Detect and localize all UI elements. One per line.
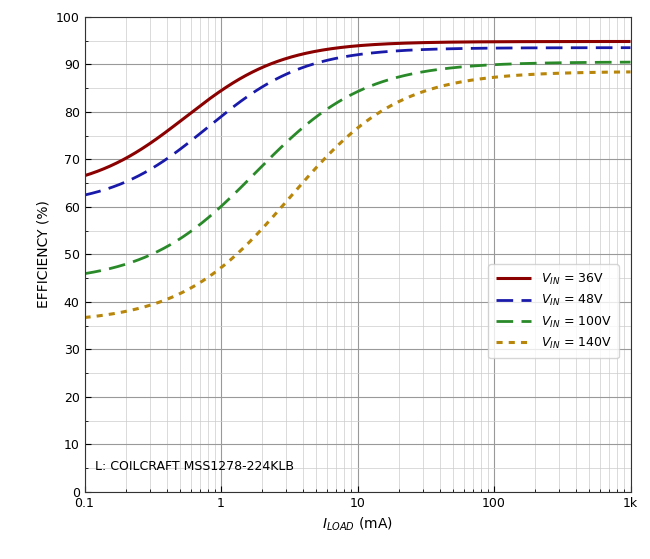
Y-axis label: EFFICIENCY (%): EFFICIENCY (%)	[36, 201, 50, 308]
Legend: $V_{IN}$ = 36V, $V_{IN}$ = 48V, $V_{IN}$ = 100V, $V_{IN}$ = 140V: $V_{IN}$ = 36V, $V_{IN}$ = 48V, $V_{IN}$…	[488, 264, 619, 358]
X-axis label: $\mathit{I}_{LOAD}$ (mA): $\mathit{I}_{LOAD}$ (mA)	[322, 515, 393, 533]
Text: L: COILCRAFT MSS1278-224KLB: L: COILCRAFT MSS1278-224KLB	[96, 460, 294, 473]
